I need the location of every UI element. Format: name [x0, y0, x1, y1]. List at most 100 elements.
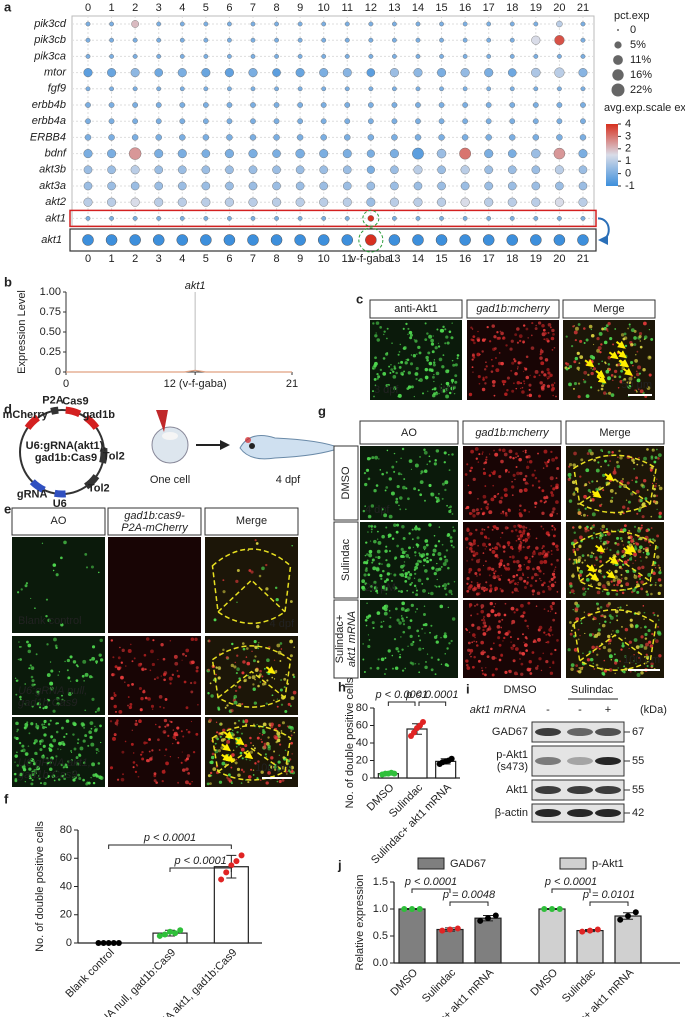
cell-signal: [368, 614, 372, 618]
cell-signal: [166, 723, 170, 727]
cell-signal: [415, 587, 417, 589]
cell-signal: [493, 470, 496, 474]
row-label: akt2: [45, 196, 66, 208]
cell-signal: [244, 744, 248, 748]
cell-signal: [244, 719, 249, 724]
dot: [203, 37, 209, 43]
cell-signal: [72, 771, 75, 773]
cell-signal: [639, 389, 644, 394]
y-tick-label: 0.75: [40, 306, 61, 318]
cell-signal: [408, 330, 413, 335]
cell-signal: [610, 374, 614, 377]
cell-signal: [380, 621, 383, 623]
cell-signal: [536, 574, 539, 577]
cell-signal: [212, 767, 217, 771]
cell-signal: [598, 623, 601, 625]
cell-signal: [494, 347, 497, 350]
legend-swatch: [417, 857, 445, 870]
cell-signal: [639, 644, 644, 649]
dot: [533, 21, 539, 27]
legend-swatch: [559, 857, 587, 870]
dot: [108, 118, 115, 125]
dot: [107, 181, 116, 191]
cell-signal: [488, 474, 492, 477]
cell-signal: [512, 579, 515, 582]
cell-signal: [494, 570, 497, 573]
cell-signal: [509, 455, 512, 459]
cell-signal: [543, 496, 547, 500]
cell-signal: [422, 647, 424, 650]
cell-signal: [286, 773, 288, 775]
cell-signal: [407, 645, 409, 647]
data-point: [228, 862, 235, 869]
dot: [415, 102, 421, 108]
cell-signal: [614, 672, 617, 675]
dot: [390, 181, 399, 191]
dot: [107, 149, 117, 159]
panel-letter: e: [4, 501, 11, 516]
cell-signal: [634, 670, 636, 673]
cell-signal: [234, 689, 238, 693]
cell-signal: [19, 645, 21, 648]
dot: [507, 165, 517, 175]
dot: [128, 147, 142, 160]
cell-signal: [483, 619, 486, 622]
cell-signal: [169, 640, 172, 642]
cell-signal: [494, 554, 498, 558]
cell-signal: [382, 372, 387, 376]
cell-signal: [590, 367, 592, 369]
cell-signal: [472, 335, 476, 338]
cell-signal: [20, 749, 23, 753]
cell-signal: [597, 550, 601, 553]
cell-signal: [621, 577, 623, 580]
dot: [274, 86, 279, 92]
cell-signal: [377, 541, 382, 545]
cell-signal: [658, 511, 662, 516]
cell-signal: [589, 554, 594, 559]
cell-signal: [573, 382, 578, 386]
cell-signal: [581, 561, 584, 564]
cell-signal: [418, 552, 421, 554]
cell-signal: [498, 620, 501, 623]
cell-signal: [638, 334, 642, 339]
cell-signal: [445, 394, 450, 399]
dot: [435, 234, 448, 246]
data-point: [587, 927, 593, 934]
cell-signal: [361, 579, 366, 584]
cell-signal: [176, 669, 179, 672]
cell-signal: [254, 762, 257, 765]
cell-signal: [619, 379, 623, 384]
cell-signal: [444, 558, 449, 563]
cell-signal: [424, 632, 426, 634]
cell-signal: [636, 512, 639, 515]
y-label: No. of double positive cells: [344, 677, 356, 808]
cell-signal: [397, 395, 399, 398]
cell-signal: [99, 658, 104, 662]
cell-signal: [617, 667, 619, 669]
cell-signal: [655, 639, 659, 643]
band: [567, 809, 593, 817]
cell-signal: [113, 692, 116, 695]
cell-signal: [449, 508, 452, 511]
dot: [250, 37, 256, 43]
cell-signal: [17, 591, 20, 594]
cell-signal: [608, 668, 613, 672]
cell-signal: [599, 504, 602, 507]
cell-signal: [626, 481, 630, 485]
cell-signal: [213, 618, 217, 622]
cell-signal: [53, 779, 56, 782]
cell-signal: [490, 497, 495, 502]
kda-label: 55: [632, 784, 644, 796]
cell-signal: [630, 328, 635, 333]
cell-signal: [437, 345, 441, 348]
dot: [438, 134, 445, 141]
column-header: gad1b:mcherry: [475, 427, 550, 439]
dot: [531, 165, 541, 175]
cell-signal: [500, 626, 503, 629]
cell-signal: [550, 388, 555, 392]
cell-signal: [482, 378, 485, 381]
cell-signal: [289, 639, 293, 644]
arrow: [224, 754, 235, 763]
row-label: Blank control: [18, 615, 82, 627]
cell-signal: [401, 601, 405, 606]
